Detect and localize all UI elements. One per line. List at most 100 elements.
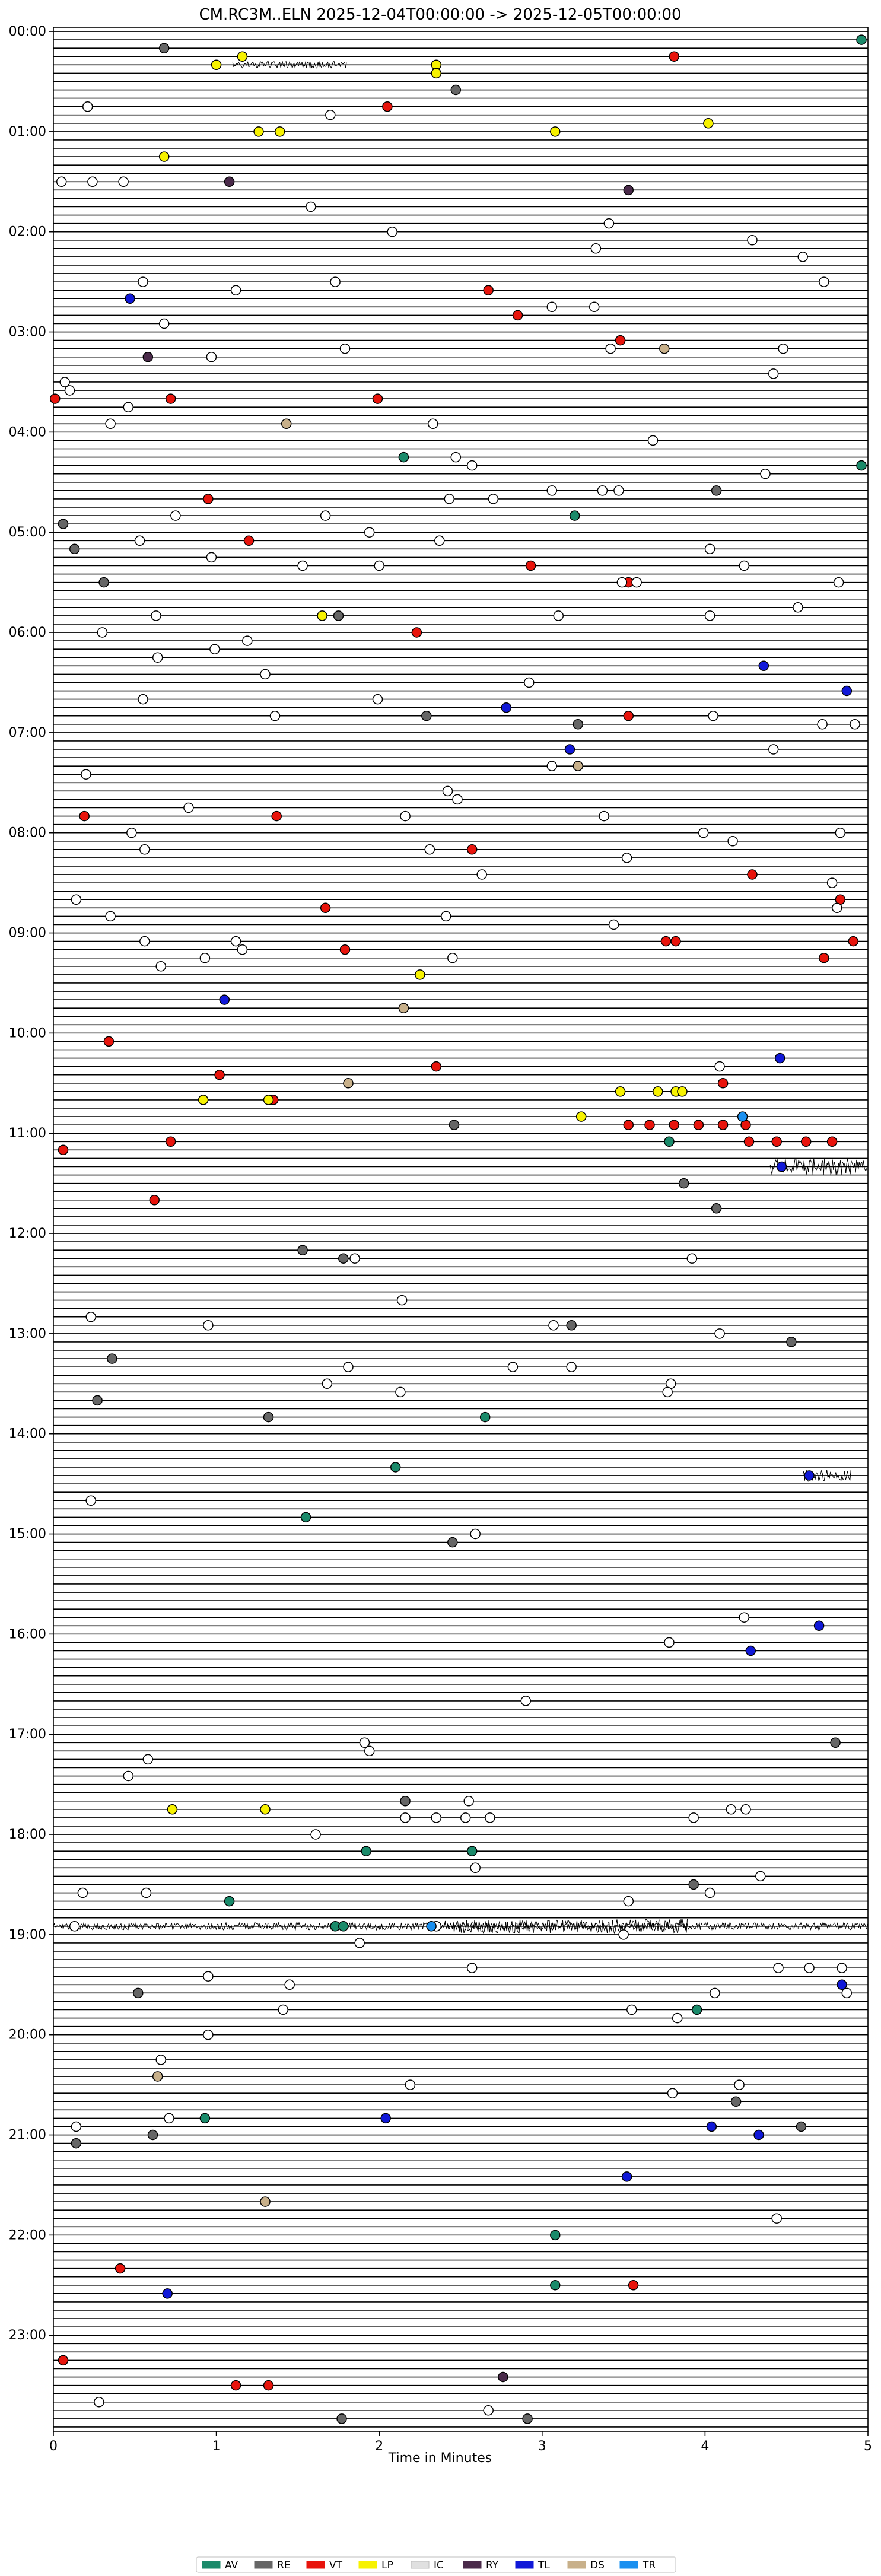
- event-marker-tl: [841, 685, 853, 697]
- event-marker-vt: [263, 2380, 274, 2391]
- y-tick-label: 20:00: [9, 2028, 46, 2043]
- event-marker-ds: [659, 343, 670, 354]
- event-marker-lp: [615, 1086, 626, 1097]
- event-marker-ic: [64, 385, 75, 396]
- event-marker-vt: [623, 1120, 634, 1130]
- event-marker-ic: [310, 1829, 321, 1840]
- event-marker-lp: [198, 1095, 209, 1105]
- event-marker-ic: [97, 627, 108, 638]
- event-marker-ic: [142, 1754, 154, 1765]
- event-marker-re: [447, 1537, 458, 1548]
- event-marker-ds: [398, 1003, 409, 1013]
- x-tick-label: 1: [212, 2439, 221, 2454]
- y-tick-label: 08:00: [9, 826, 46, 841]
- event-marker-ic: [832, 902, 842, 914]
- event-marker-ic: [134, 535, 145, 546]
- event-marker-ds: [152, 2071, 163, 2082]
- event-marker-ic: [158, 318, 170, 329]
- event-marker-ic: [87, 176, 98, 187]
- event-marker-av: [199, 2113, 211, 2124]
- event-marker-ic: [203, 2029, 214, 2040]
- event-marker-ic: [686, 1253, 698, 1264]
- event-marker-ic: [349, 1253, 360, 1264]
- legend-label-ic: IC: [434, 2559, 444, 2571]
- y-tick-label: 09:00: [9, 926, 46, 941]
- event-marker-ic: [322, 1378, 333, 1389]
- event-marker-tl: [813, 1620, 825, 1632]
- y-tick-label: 21:00: [9, 2128, 46, 2143]
- event-marker-re: [421, 710, 432, 721]
- event-marker-tl: [706, 2121, 717, 2132]
- event-marker-ic: [667, 2088, 678, 2098]
- event-marker-vt: [49, 393, 61, 404]
- y-tick-label: 16:00: [9, 1627, 46, 1642]
- event-marker-vt: [717, 1078, 729, 1089]
- event-marker-ic: [546, 761, 558, 771]
- trace-rows: [53, 31, 868, 2428]
- event-marker-ic: [297, 560, 308, 571]
- legend-label-ry: RY: [486, 2559, 499, 2571]
- event-marker-av: [550, 2280, 561, 2291]
- legend-swatch-lp: [358, 2561, 377, 2569]
- event-marker-ic: [631, 577, 642, 588]
- event-marker-ic: [605, 343, 616, 354]
- event-marker-tl: [125, 293, 135, 304]
- plot-border: [53, 27, 869, 2432]
- event-marker-ic: [626, 2004, 637, 2015]
- event-marker-ds: [260, 2196, 271, 2207]
- event-marker-ic: [269, 710, 281, 721]
- y-tick-label: 18:00: [9, 1827, 46, 1842]
- event-marker-ic: [599, 810, 609, 822]
- event-marker-av: [664, 1136, 675, 1147]
- event-marker-re: [796, 2121, 807, 2132]
- event-marker-ic: [206, 552, 217, 563]
- event-marker-ic: [739, 1612, 750, 1623]
- event-marker-tl: [501, 702, 512, 713]
- event-marker-tl: [774, 1052, 785, 1064]
- event-marker-lp: [263, 1095, 274, 1105]
- event-marker-ic: [400, 810, 411, 822]
- event-marker-ic: [466, 460, 478, 471]
- event-marker-lp: [703, 118, 714, 129]
- event-marker-re: [158, 43, 170, 53]
- event-marker-ic: [152, 652, 163, 663]
- event-marker-vt: [165, 1136, 176, 1147]
- event-marker-lp: [211, 59, 222, 71]
- event-marker-av: [398, 451, 409, 463]
- y-tick-label: 22:00: [9, 2228, 46, 2243]
- event-marker-vt: [382, 101, 393, 112]
- event-marker-ic: [835, 827, 846, 838]
- event-marker-tl: [745, 1645, 756, 1656]
- event-marker-ic: [105, 418, 116, 430]
- event-marker-vt: [271, 810, 282, 822]
- event-marker-ic: [755, 1871, 766, 1882]
- event-marker-vt: [483, 285, 494, 295]
- event-marker-lp: [677, 1086, 688, 1097]
- event-marker-re: [830, 1737, 841, 1748]
- event-marker-ic: [387, 226, 397, 237]
- event-marker-re: [786, 1337, 797, 1347]
- event-marker-ic: [850, 719, 860, 730]
- event-marker-vt: [79, 810, 90, 822]
- event-markers: [49, 34, 867, 2424]
- event-marker-ds: [343, 1078, 354, 1089]
- event-marker-ic: [734, 2079, 745, 2090]
- event-marker-ic: [77, 1887, 88, 1898]
- event-marker-ic: [434, 535, 445, 546]
- event-marker-tl: [380, 2113, 391, 2124]
- event-marker-ic: [372, 694, 383, 705]
- event-marker-av: [300, 1512, 311, 1523]
- event-marker-ic: [306, 201, 316, 212]
- event-marker-ic: [396, 1295, 408, 1306]
- event-marker-vt: [747, 869, 758, 880]
- legend-label-av: AV: [225, 2559, 238, 2571]
- event-marker-ic: [590, 243, 602, 254]
- y-tick-label: 19:00: [9, 1928, 46, 1942]
- event-marker-ic: [672, 2012, 683, 2024]
- event-marker-re: [400, 1796, 411, 1807]
- event-marker-tl: [776, 1161, 787, 1172]
- trace-burst: [444, 1919, 689, 1935]
- event-marker-ic: [230, 936, 241, 947]
- event-marker-vt: [669, 1120, 679, 1130]
- event-marker-ic: [726, 1804, 737, 1815]
